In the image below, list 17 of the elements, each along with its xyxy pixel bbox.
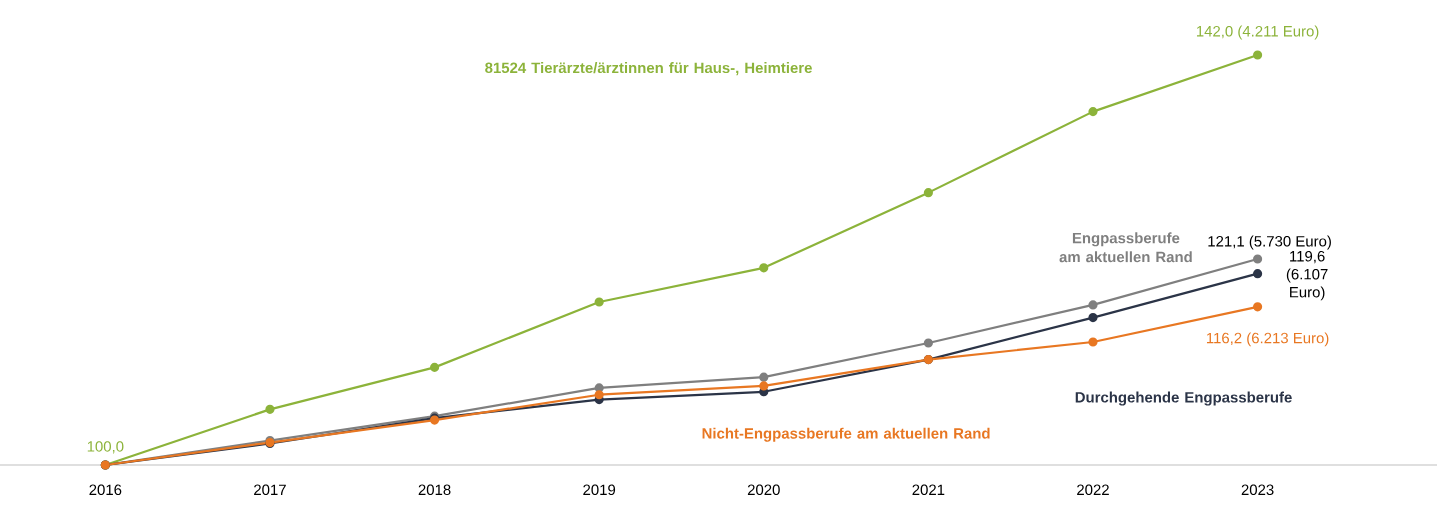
text: Durchgehende Engpassberufe [1075, 391, 1292, 406]
x-tick-label: 2022 [1077, 484, 1109, 496]
text: Nicht-Engpassberufe am aktuellen Rand [702, 427, 990, 442]
x-tick-label: 2016 [89, 484, 122, 496]
x-tick-label: 2020 [747, 484, 780, 496]
data-label: 119,6 (6.107 Euro) [1286, 250, 1328, 301]
series-label: Engpassberufe am aktuellen Rand [1059, 232, 1192, 263]
x-tick-label: 2019 [583, 484, 616, 496]
data-label: 121,1 (5.730 Euro) [1208, 235, 1331, 250]
x-tick-label: 2023 [1241, 484, 1274, 496]
x-tick-label: 2018 [418, 484, 451, 496]
text: 81524 Tierärzte/ärztinnen für Haus-, Heimtiere [485, 62, 812, 76]
x-tick-label: 2021 [912, 484, 945, 496]
data-label: 116,2 (6.213 Euro) [1206, 332, 1329, 347]
x-tick-label: 2017 [254, 484, 286, 496]
data-label: 142,0 (4.211 Euro) [1196, 25, 1319, 40]
data-label: 100,0 [87, 441, 124, 454]
